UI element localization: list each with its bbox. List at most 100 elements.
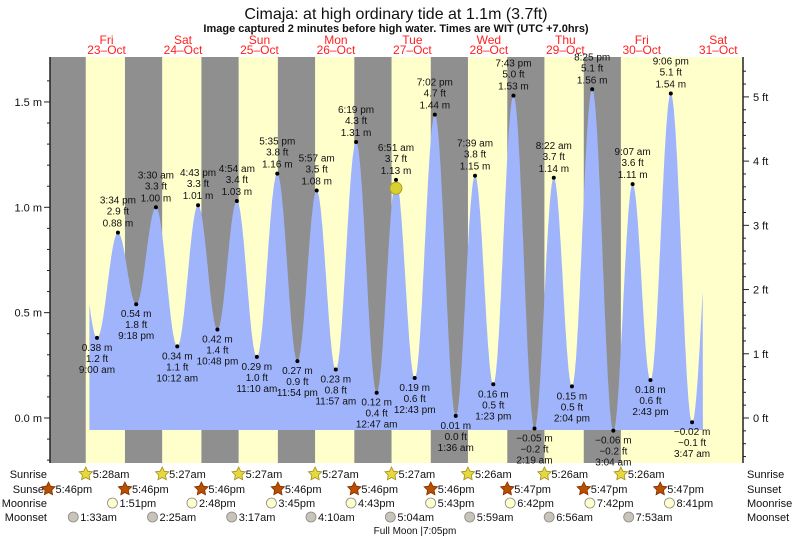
sunrise-icon xyxy=(78,466,94,481)
tide-time-label: 6:51 am xyxy=(378,143,414,154)
day-name: Fri xyxy=(635,33,649,47)
tide-ft-label: 3.7 ft xyxy=(543,152,565,163)
tide-ft-label: 1.8 ft xyxy=(125,320,147,331)
tide-m-label: 0.29 m xyxy=(242,362,273,373)
tide-m-label: 1.13 m xyxy=(381,166,412,177)
tide-ft-label: 4.3 ft xyxy=(345,116,367,127)
tide-high-point xyxy=(196,203,201,208)
right-tick-label: 0 ft xyxy=(753,413,768,425)
tide-time-label: 3:04 am xyxy=(595,458,631,469)
tide-ft-label: 0.9 ft xyxy=(286,377,308,388)
sunset-icon xyxy=(40,481,56,496)
axes: 0.0 m 0.5 m 1.0 m 1.5 m 0 ft 1 ft 2 ft 3 ft 4 ft… xyxy=(14,57,768,463)
tide-m-label: 0.27 m xyxy=(282,366,313,377)
tide-m-label: −0.06 m xyxy=(595,436,631,447)
tide-low-point xyxy=(215,327,220,332)
tide-time-label: 3:34 pm xyxy=(100,196,136,207)
right-tick-label: 1 ft xyxy=(753,349,768,361)
tide-m-label: 0.01 m xyxy=(440,421,471,432)
tide-ft-label: 0.8 ft xyxy=(325,386,347,397)
tide-m-label: 1.54 m xyxy=(656,80,687,91)
tide-m-label: 1.03 m xyxy=(222,187,253,198)
moonrise-time: 8:41pm xyxy=(676,498,713,510)
sunrise-icon xyxy=(536,466,552,481)
sunset-icon xyxy=(270,481,286,496)
tide-low-point xyxy=(453,413,458,418)
sunset-time: 5:46pm xyxy=(208,484,245,496)
tide-m-label: 1.16 m xyxy=(262,160,293,171)
tide-time-label: 4:54 am xyxy=(219,164,255,175)
sunset-time: 5:46pm xyxy=(285,484,322,496)
tide-ft-label: 3.4 ft xyxy=(226,175,248,186)
left-tick-label: 0.5 m xyxy=(14,308,42,320)
tide-m-label: 0.23 m xyxy=(321,375,352,386)
sunrise-time: 5:26am xyxy=(475,469,512,481)
tide-high-point xyxy=(473,173,478,178)
sunrise-time: 5:26am xyxy=(628,469,665,481)
tide-high-point xyxy=(314,188,319,193)
tide-time-label: 9:06 pm xyxy=(653,57,689,68)
tide-time-label: 10:48 pm xyxy=(197,357,239,368)
sunset-icon xyxy=(652,481,668,496)
day-labels: Fri23–OctSat24–OctSun25–OctMon26–OctTue2… xyxy=(87,33,738,57)
day-name: Wed xyxy=(477,33,501,47)
moonrise-row-label-left: Moonrise xyxy=(2,498,47,510)
moonset-time: 5:04am xyxy=(397,512,434,524)
sunset-icon xyxy=(117,481,133,496)
tide-time-label: 8:25 pm xyxy=(574,52,610,63)
tide-high-point xyxy=(590,87,595,92)
tide-ft-label: 3.6 ft xyxy=(622,158,644,169)
sunset-row-label-right: Sunset xyxy=(747,484,781,496)
day-date: 30–Oct xyxy=(622,43,661,57)
tide-high-point xyxy=(668,91,673,96)
tide-ft-label: 3.3 ft xyxy=(187,179,209,190)
tide-high-point xyxy=(394,177,399,182)
tide-m-label: 1.08 m xyxy=(301,176,332,187)
tide-ft-label: 3.8 ft xyxy=(266,148,288,159)
moonrise-time: 5:43pm xyxy=(438,498,475,510)
tide-ft-label: 1.2 ft xyxy=(86,354,108,365)
tide-low-point xyxy=(532,426,537,431)
tide-m-label: 1.31 m xyxy=(341,128,372,139)
day-date: 24–Oct xyxy=(164,43,203,57)
tide-m-label: 0.19 m xyxy=(399,383,430,394)
tide-ft-label: 5.1 ft xyxy=(581,63,603,74)
tide-m-label: 1.56 m xyxy=(577,75,608,86)
right-tick-label: 2 ft xyxy=(753,285,768,297)
day-date: 23–Oct xyxy=(87,43,126,57)
tide-m-label: 1.11 m xyxy=(618,170,648,181)
tide-low-point xyxy=(690,420,695,425)
moonrise-icon xyxy=(664,497,675,509)
moonrise-time: 4:43pm xyxy=(358,498,395,510)
tide-time-label: 3:30 am xyxy=(138,170,174,181)
tide-time-label: 9:00 am xyxy=(79,365,115,376)
moonrise-icon xyxy=(266,497,277,509)
tide-time-label: 11:57 am xyxy=(315,397,356,408)
sunset-time: 5:47pm xyxy=(514,484,551,496)
right-tick-label: 5 ft xyxy=(753,92,768,104)
tide-time-label: 1:36 am xyxy=(438,443,474,454)
day-date: 25–Oct xyxy=(240,43,279,57)
tide-m-label: 0.18 m xyxy=(635,385,666,396)
sunset-icon xyxy=(499,481,515,496)
tide-ft-label: 1.1 ft xyxy=(166,362,188,373)
moonrise-icon xyxy=(584,497,596,509)
tide-low-point xyxy=(175,344,180,349)
tide-time-label: 10:12 am xyxy=(156,373,198,384)
tide-m-label: −0.05 m xyxy=(516,434,552,445)
moonrise-icon xyxy=(345,497,357,509)
tide-low-point xyxy=(295,359,300,364)
sunrise-row-label-right: Sunrise xyxy=(747,469,784,481)
moonset-icon xyxy=(464,511,476,523)
tide-low-point xyxy=(374,390,379,395)
sunrise-row-label-left: Sunrise xyxy=(10,469,47,481)
tide-low-point xyxy=(333,367,338,372)
tide-time-label: 3:47 am xyxy=(674,449,710,460)
moonset-icon xyxy=(226,511,238,523)
tide-m-label: 1.14 m xyxy=(538,164,569,175)
moonset-time: 6:56am xyxy=(556,512,593,524)
tide-m-label: 0.12 m xyxy=(361,398,392,409)
day-date: 27–Oct xyxy=(393,43,432,57)
